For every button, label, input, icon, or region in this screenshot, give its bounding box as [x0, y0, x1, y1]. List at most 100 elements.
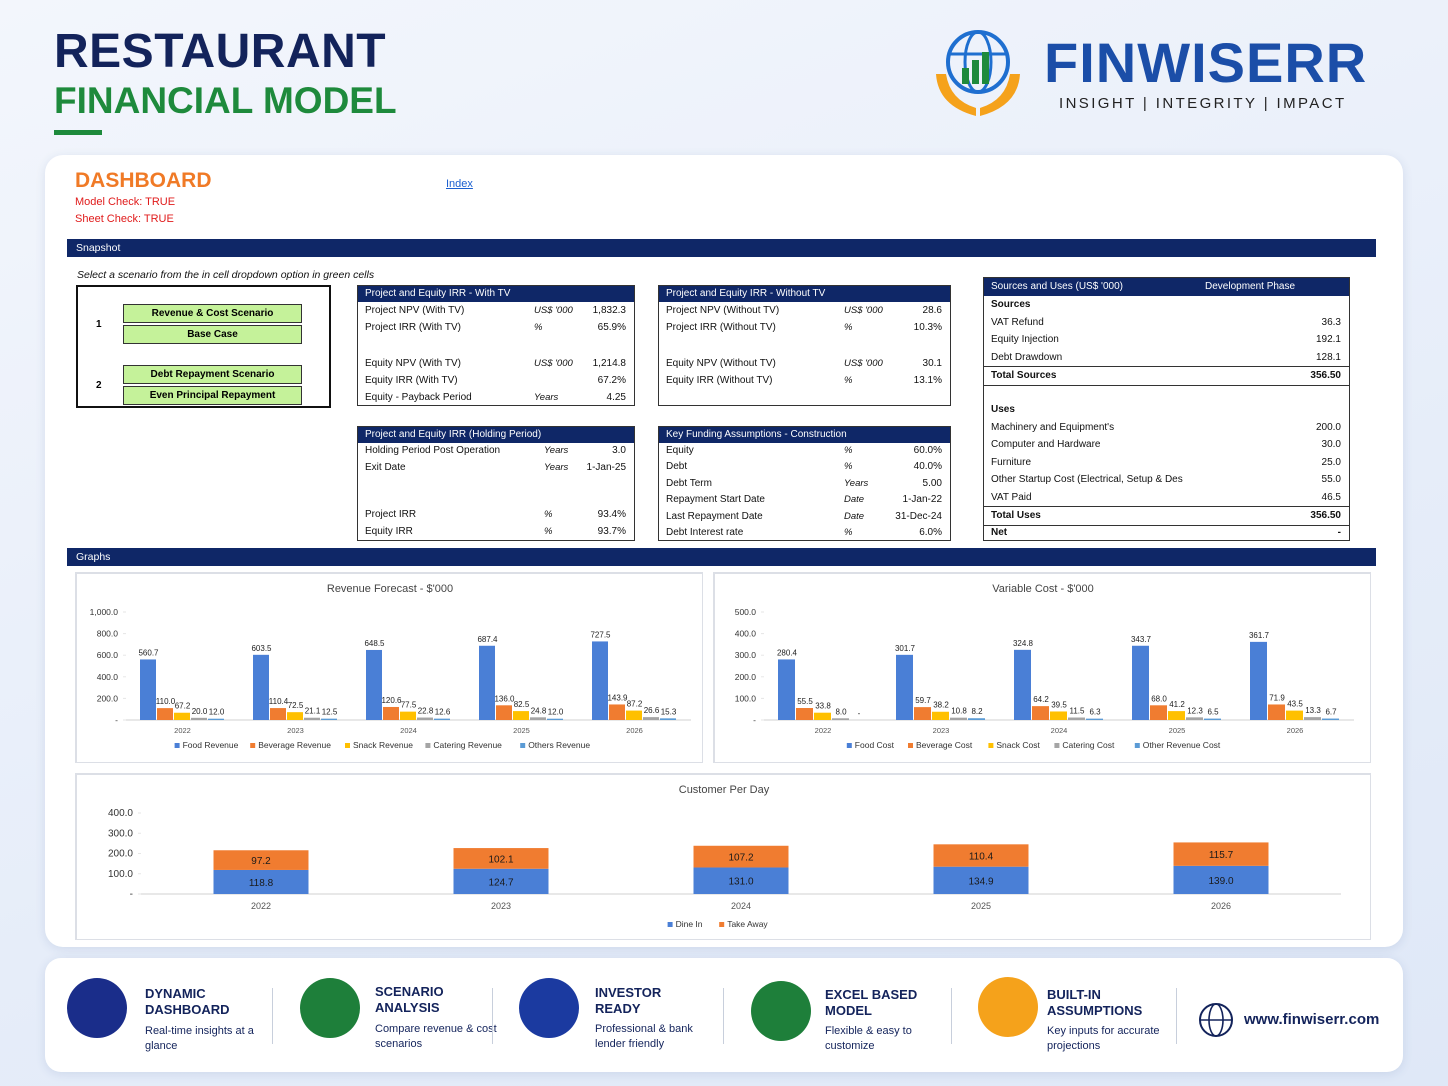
- table-row: Total Sources 356.50: [984, 366, 1349, 386]
- bar: [366, 649, 382, 720]
- row-value: 3.0: [612, 445, 626, 456]
- data-label: 12.0: [209, 708, 225, 717]
- x-tick-label: 2026: [1211, 901, 1231, 911]
- data-label: 139.0: [1208, 876, 1233, 887]
- row-label: Total Uses: [991, 510, 1041, 521]
- bar: [609, 704, 625, 720]
- y-tick-label: 200.0: [735, 672, 757, 682]
- legend-label: Beverage Cost: [916, 740, 973, 750]
- graphs-heading: Graphs: [67, 548, 1376, 566]
- row-value: 40.0%: [913, 461, 942, 473]
- bar: [896, 654, 913, 720]
- row-value: 356.50: [1310, 510, 1341, 521]
- bar: [253, 654, 269, 720]
- data-table: Key Funding Assumptions - Construction Eq…: [658, 426, 951, 541]
- row-label: Repayment Start Date: [666, 494, 765, 506]
- bar-segment: [213, 869, 309, 894]
- row-value: 67.2%: [597, 375, 626, 386]
- row-label: Last Repayment Date: [666, 510, 763, 522]
- row-unit: %: [544, 509, 553, 520]
- row-unit: %: [844, 527, 853, 538]
- row-label: Equity NPV (Without TV): [666, 358, 776, 369]
- bar: [914, 707, 931, 720]
- row-value: 10.3%: [913, 322, 942, 333]
- website: www.finwiserr.com: [1244, 1011, 1380, 1028]
- data-label: 67.2: [175, 702, 191, 711]
- row-value: 1,214.8: [592, 358, 626, 369]
- data-table: Sources and Uses (US$ '000) Development P…: [983, 277, 1350, 541]
- x-tick-label: 2025: [971, 901, 991, 911]
- row-label: Sources: [991, 299, 1031, 310]
- index-link[interactable]: Index: [446, 178, 473, 190]
- feature-title: EXCEL BASED MODEL: [825, 987, 918, 1018]
- y-tick-label: -: [130, 889, 133, 900]
- row-label: Holding Period Post Operation: [365, 445, 501, 456]
- y-tick-label: 300.0: [735, 650, 757, 660]
- table-row: Machinery and Equipment's 200.0: [984, 419, 1349, 437]
- y-tick-label: 100.0: [735, 693, 757, 703]
- data-label: 124.7: [488, 877, 513, 888]
- data-label: 301.7: [895, 644, 916, 653]
- row-value: 1,832.3: [592, 305, 626, 316]
- data-label: 8.2: [971, 707, 983, 716]
- table-row: Net -: [984, 524, 1349, 542]
- legend-swatch: [1054, 743, 1060, 748]
- row-unit: %: [844, 322, 853, 333]
- bar-segment: [933, 866, 1029, 894]
- table-row: Equity - Payback Period Years 4.25: [358, 389, 634, 406]
- row-value: 6.0%: [919, 527, 942, 538]
- separator: [492, 988, 493, 1044]
- data-label: 55.5: [797, 697, 813, 706]
- dashboard-title: DASHBOARD: [75, 169, 212, 192]
- legend-label: Snack Revenue: [353, 740, 413, 750]
- data-label: 24.8: [531, 706, 547, 715]
- row-label: Project NPV (Without TV): [666, 305, 780, 316]
- data-label: 72.5: [288, 701, 304, 710]
- legend-swatch: [250, 743, 256, 748]
- data-label: 59.7: [915, 696, 931, 705]
- row-value: 31-Dec-24: [895, 510, 942, 522]
- data-label: 110.0: [156, 697, 176, 706]
- x-tick-label: 2023: [287, 726, 304, 735]
- row-label: Total Sources: [991, 370, 1057, 381]
- legend-label: Catering Revenue: [433, 740, 502, 750]
- scenario-label: Revenue & Cost Scenario: [123, 304, 302, 323]
- logo-icon: [936, 30, 1020, 116]
- feature-icon: [978, 977, 1038, 1037]
- data-label: 11.5: [1070, 707, 1086, 716]
- scenario-number: 1: [96, 319, 102, 330]
- bar: [547, 718, 563, 720]
- table-row: Repayment Start Date Date 1-Jan-22: [659, 492, 950, 508]
- data-label: 110.4: [969, 852, 994, 863]
- row-unit: %: [844, 445, 853, 456]
- data-label: 12.5: [322, 708, 338, 717]
- bar: [287, 712, 303, 720]
- globe-icon: [1199, 1003, 1233, 1037]
- row-label: Debt Term: [666, 477, 712, 489]
- y-tick-label: 500.0: [735, 607, 757, 617]
- bar-segment: [933, 844, 1029, 867]
- data-label: 118.8: [249, 878, 274, 889]
- data-label: 64.2: [1033, 695, 1049, 704]
- row-value: 65.9%: [597, 322, 626, 333]
- scenario-value[interactable]: Base Case: [123, 325, 302, 344]
- y-tick-label: 300.0: [108, 828, 133, 839]
- bar: [479, 645, 495, 720]
- bar-segment: [453, 868, 549, 894]
- legend-swatch: [425, 743, 431, 748]
- y-tick-label: -: [115, 715, 118, 725]
- data-label: 6.5: [1207, 708, 1219, 717]
- data-label: 87.2: [627, 700, 643, 709]
- legend-swatch: [174, 743, 180, 748]
- bar: [383, 706, 399, 720]
- table-phase: Development Phase: [1205, 281, 1296, 292]
- bar: [1268, 704, 1285, 720]
- legend-swatch: [988, 743, 994, 748]
- data-label: 22.8: [418, 707, 434, 716]
- bar: [1204, 718, 1221, 720]
- bar: [950, 717, 967, 720]
- scenario-value[interactable]: Even Principal Repayment: [123, 386, 302, 405]
- row-label: Debt Drawdown: [991, 351, 1063, 363]
- data-label: 107.2: [728, 853, 753, 864]
- bar: [778, 659, 795, 720]
